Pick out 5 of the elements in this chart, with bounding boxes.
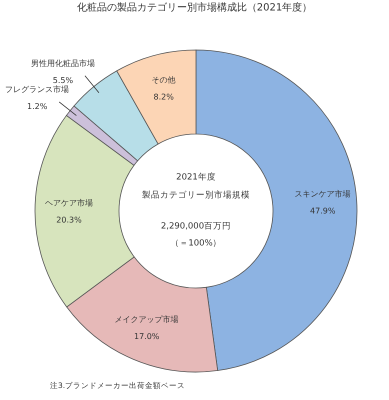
- title: 化粧品の製品カテゴリー別市場構成比（2021年度）: [76, 2, 312, 14]
- annotation: 2021年度: [176, 172, 216, 182]
- annotation: 製品カテゴリー別市場規模: [142, 190, 250, 200]
- annotation: 2,290,000百万円: [160, 221, 232, 232]
- annotation: （＝100%）: [170, 238, 222, 248]
